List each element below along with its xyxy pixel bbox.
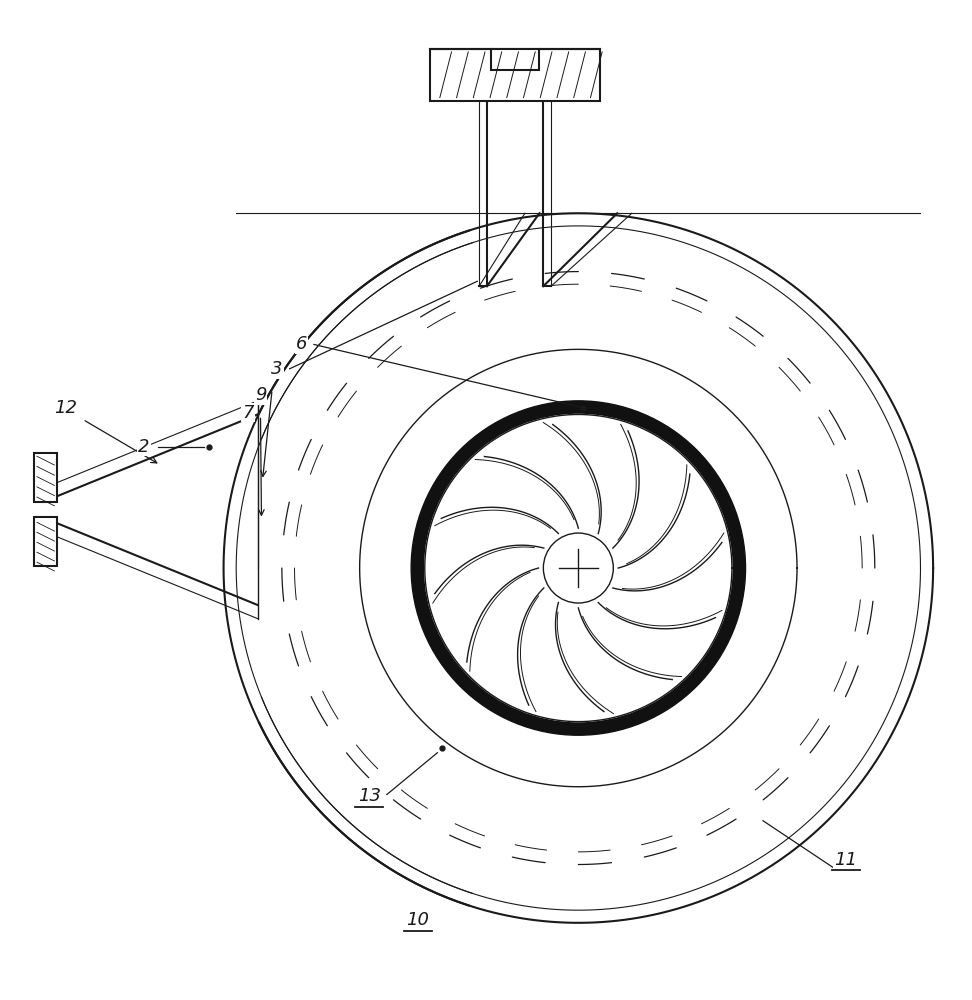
Text: 7: 7	[242, 404, 254, 422]
Text: 13: 13	[358, 787, 381, 805]
Text: 12: 12	[54, 399, 78, 417]
Bar	[34, 453, 57, 502]
Circle shape	[425, 414, 732, 722]
Text: 9: 9	[255, 386, 266, 404]
Text: 3: 3	[271, 360, 283, 378]
Circle shape	[543, 533, 613, 603]
Bar	[491, 49, 539, 70]
Bar	[34, 517, 57, 566]
Circle shape	[411, 401, 746, 735]
Text: 10: 10	[406, 911, 430, 929]
Text: 6: 6	[295, 335, 307, 353]
Text: 11: 11	[834, 851, 857, 869]
Text: 2: 2	[138, 438, 150, 456]
Bar	[430, 49, 600, 101]
